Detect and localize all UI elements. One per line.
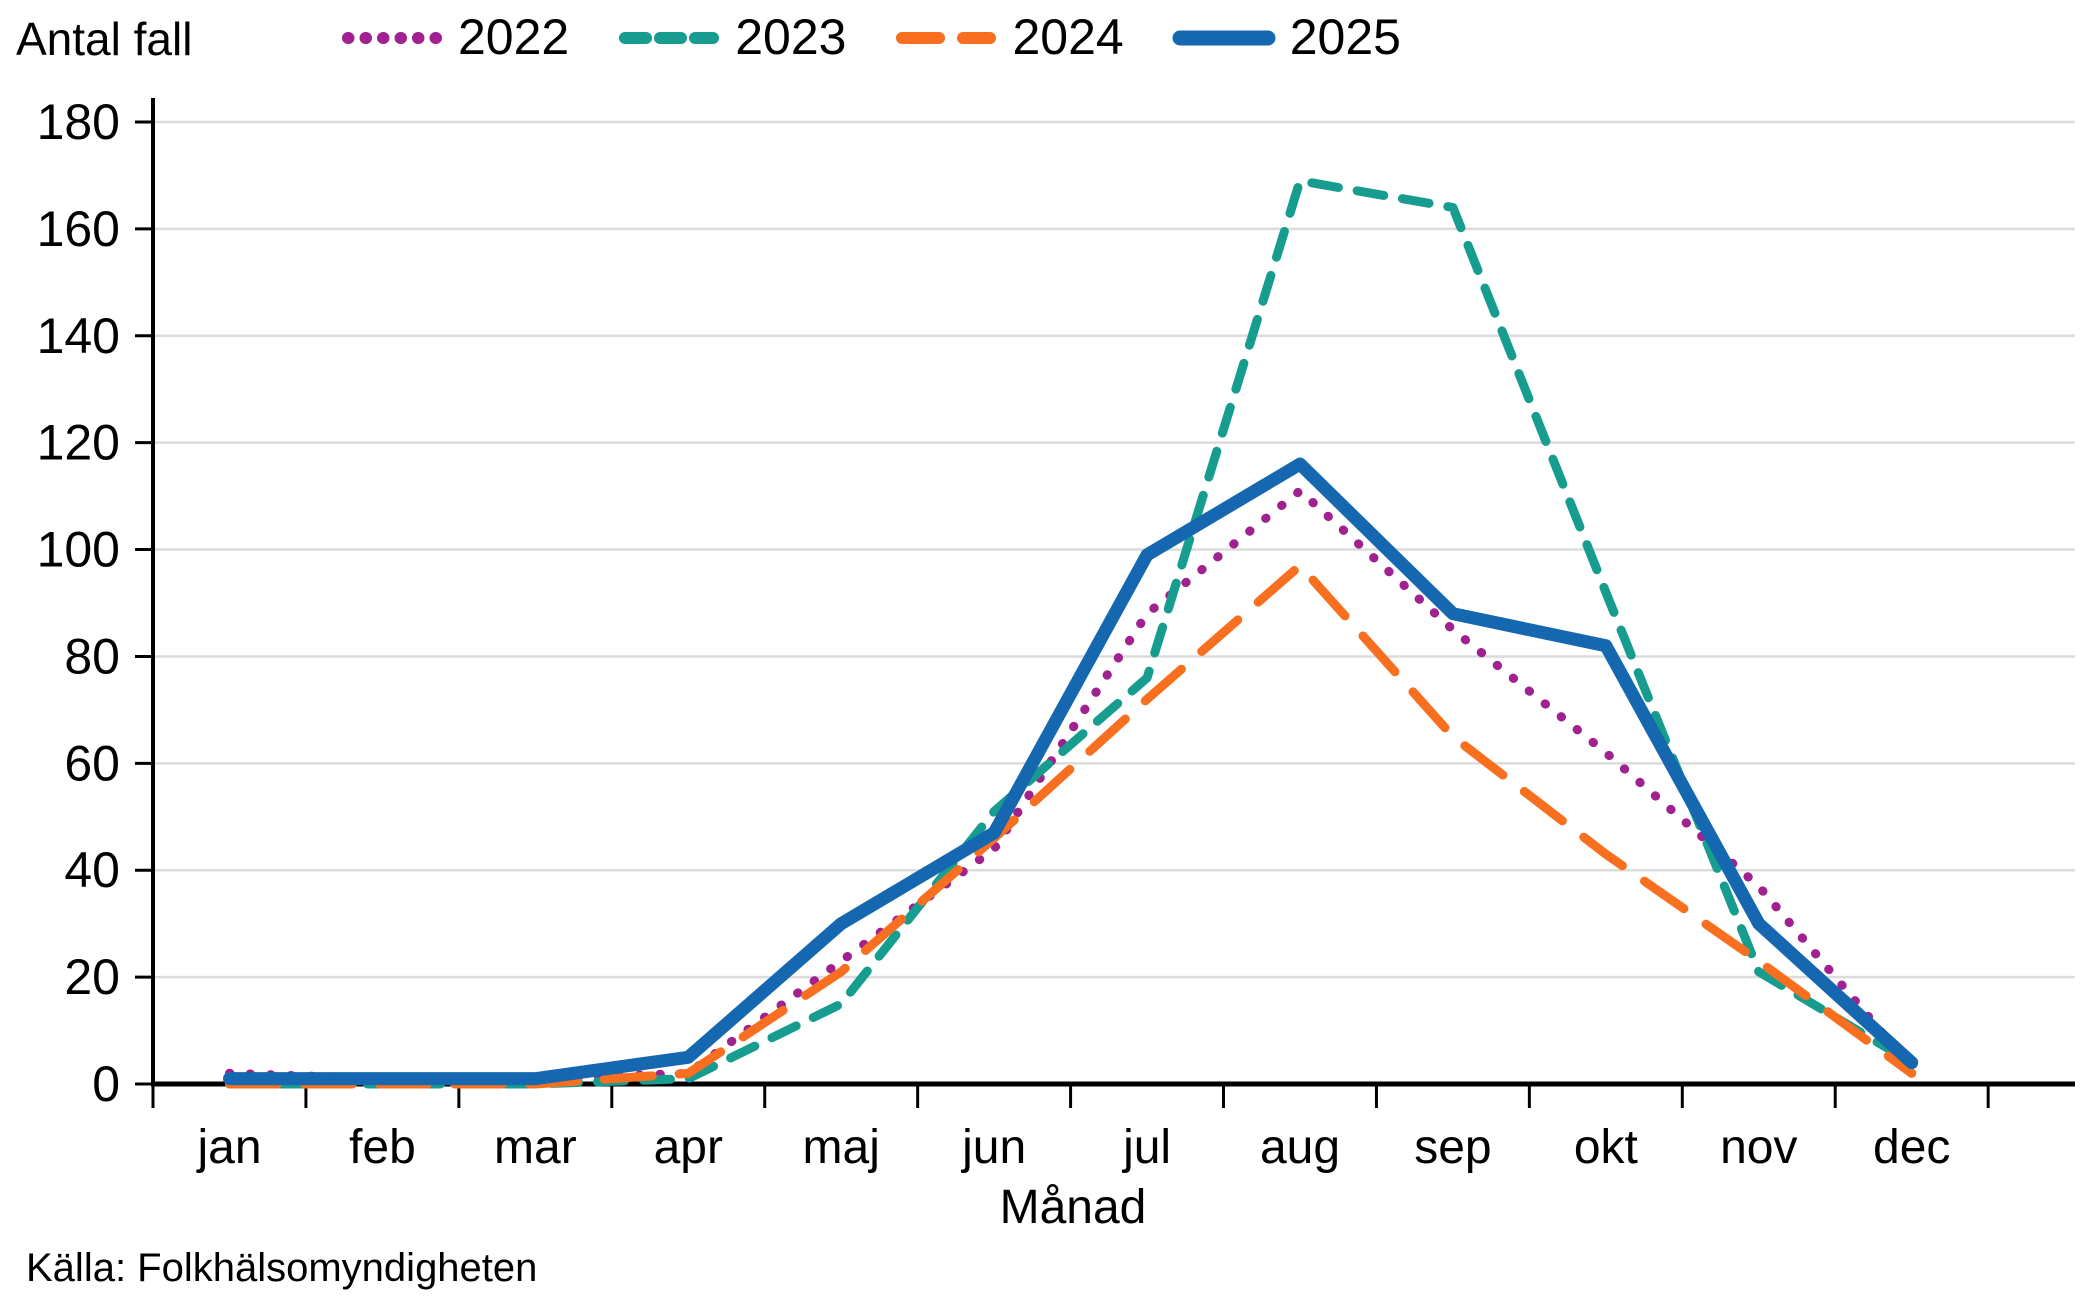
x-tick-label: sep <box>1414 1121 1491 1174</box>
axes <box>151 98 2075 1087</box>
x-tick-label: aug <box>1260 1121 1340 1174</box>
y-tick-label: 80 <box>64 628 120 684</box>
legend-label: 2023 <box>735 9 847 65</box>
x-tick-label: jun <box>960 1121 1026 1174</box>
x-tick-label: dec <box>1873 1121 1950 1174</box>
x-axis-ticks: jan feb mar apr maj jun jul aug sep okt nov dec <box>151 1086 1990 1174</box>
x-tick-label: jul <box>1121 1121 1171 1174</box>
legend-item-2025: 2025 <box>1172 8 1401 66</box>
y-axis-ticks: 0 20 40 60 80 100 120 140 160 180 <box>37 94 152 1112</box>
y-tick-label: 40 <box>64 842 120 898</box>
legend-label: 2025 <box>1289 9 1401 65</box>
x-tick-label: nov <box>1720 1121 1797 1174</box>
source-note: Källa: Folkhälsomyndigheten <box>26 1246 538 1290</box>
x-axis-title: Månad <box>999 1181 1147 1234</box>
legend: 2022 2023 2024 2025 <box>340 8 1401 66</box>
y-tick-label: 140 <box>37 308 120 364</box>
legend-swatch-longdash-icon <box>896 32 997 44</box>
legend-item-2023: 2023 <box>617 8 846 66</box>
y-tick-label: 20 <box>64 949 120 1005</box>
y-tick-label: 60 <box>64 735 120 791</box>
x-tick-label: okt <box>1574 1121 1638 1174</box>
legend-label: 2022 <box>458 9 570 65</box>
series-line-2023 <box>225 176 1917 1089</box>
y-tick-label: 120 <box>37 415 120 471</box>
legend-item-2024: 2024 <box>894 8 1124 66</box>
legend-label: 2024 <box>1012 9 1124 65</box>
legend-swatch-solid-icon <box>1172 30 1276 46</box>
series-line-2022 <box>225 486 1917 1084</box>
legend-swatch-dotted-icon <box>342 32 442 44</box>
series-line-2025 <box>223 457 1919 1086</box>
y-tick-label: 180 <box>37 94 120 150</box>
chart-title: Antal fall <box>16 13 193 65</box>
series-line-2024 <box>225 561 1917 1089</box>
x-tick-label: jan <box>195 1121 261 1174</box>
y-tick-label: 100 <box>37 522 120 578</box>
gridlines <box>153 120 2075 979</box>
y-tick-label: 0 <box>92 1056 120 1112</box>
legend-item-2022: 2022 <box>340 8 569 66</box>
legend-swatch-dashed-icon <box>619 32 720 44</box>
x-tick-label: apr <box>654 1121 723 1174</box>
x-tick-label: mar <box>494 1121 577 1174</box>
y-tick-label: 160 <box>37 201 120 257</box>
x-tick-label: feb <box>349 1121 416 1174</box>
x-tick-label: maj <box>803 1121 880 1174</box>
